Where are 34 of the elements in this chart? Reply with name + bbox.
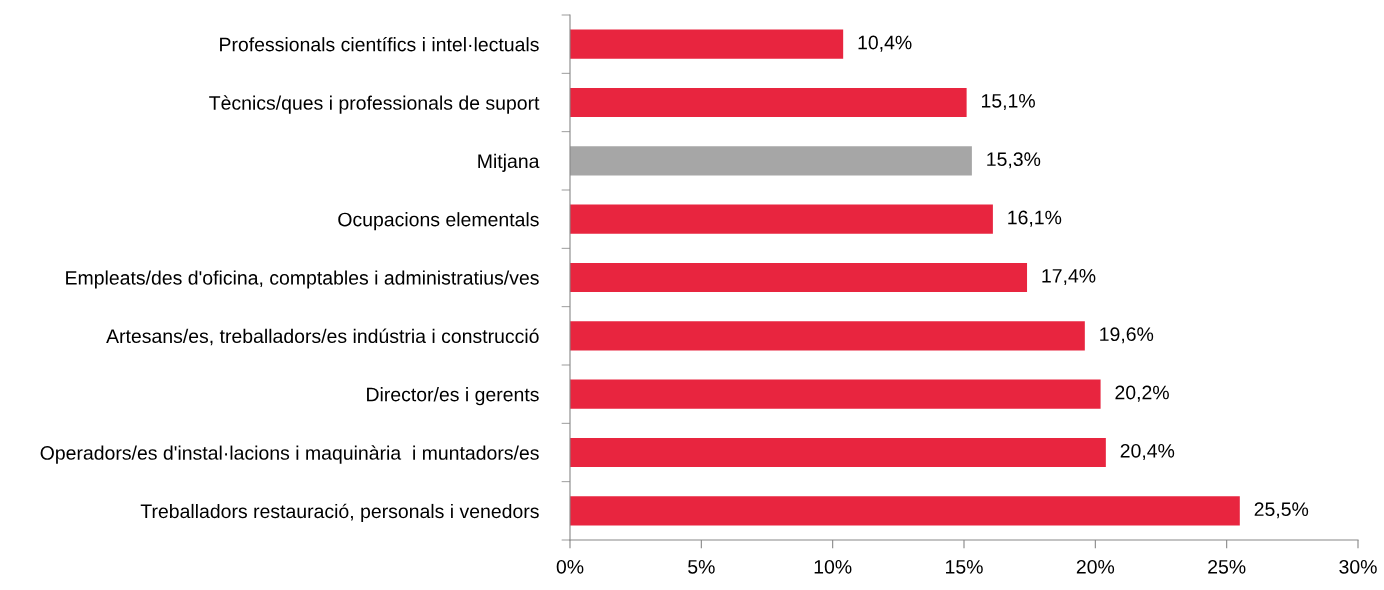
data-label: 15,3% — [987, 152, 1041, 169]
bar — [570, 496, 1240, 526]
y-tick-label: Treballadors restauració, personals i venedors — [140, 503, 539, 523]
y-tick-label: Tècnics/ques i professionals de suport — [209, 95, 540, 114]
x-tick-label: 20% — [1076, 559, 1115, 574]
data-label: 17,4% — [1042, 269, 1096, 286]
data-label: 25,5% — [1254, 502, 1309, 519]
x-tick-label: 25% — [1208, 559, 1246, 574]
y-tick-label: Artesans/es, treballadors/es indústria i construcció — [106, 328, 539, 346]
data-label: 19,6% — [1100, 327, 1154, 344]
data-label: 10,4% — [858, 35, 912, 52]
y-tick-label: Operadors/es d'instal·lacions i maquinària i muntadors/es — [40, 445, 539, 464]
bar — [570, 437, 1106, 468]
bar — [570, 146, 972, 176]
bar — [570, 321, 1085, 351]
x-tick-label: 0% — [556, 559, 584, 574]
data-label: 16,1% — [1008, 210, 1062, 227]
y-tick-label: Director/es i gerents — [367, 387, 539, 406]
x-tick-label: 5% — [688, 560, 715, 574]
x-tick-label: 15% — [946, 560, 983, 574]
bar — [570, 204, 993, 234]
data-label: 20,4% — [1120, 443, 1175, 461]
bar — [570, 29, 844, 59]
bar — [570, 262, 1028, 293]
y-tick-label: Professionals científics i intel·lectuals — [220, 36, 539, 52]
x-tick-label: 30% — [1339, 559, 1377, 574]
y-tick-label: Empleats/des d'oficina, comptables i administratius/ves — [66, 270, 539, 289]
bar — [570, 379, 1101, 409]
data-label: 15,1% — [982, 94, 1035, 111]
y-tick-label: Ocupacions elementals — [338, 212, 539, 231]
x-tick-label: 10% — [814, 559, 852, 574]
data-label: 20,2% — [1115, 385, 1169, 402]
bar — [570, 87, 967, 118]
y-tick-label: Mitjana — [478, 153, 540, 172]
